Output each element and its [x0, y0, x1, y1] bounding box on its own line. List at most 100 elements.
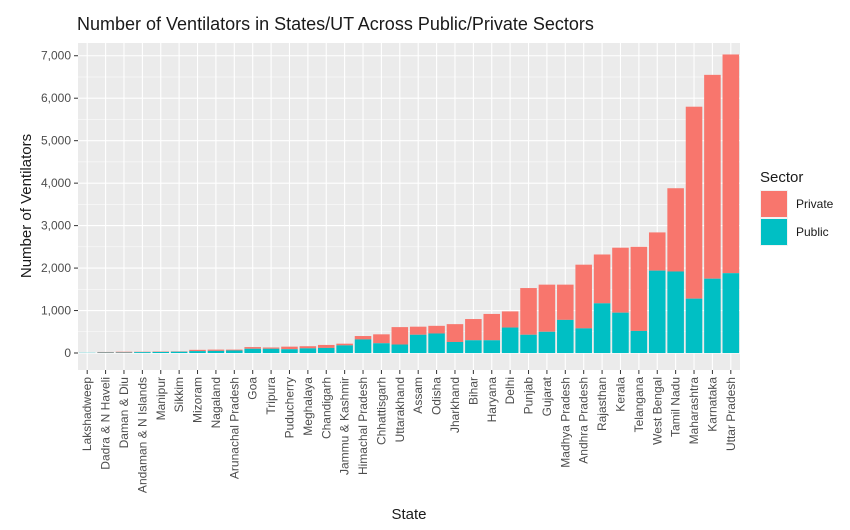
x-tick-label: Telangana [632, 377, 646, 433]
x-tick-label: Himachal Pradesh [356, 377, 370, 475]
x-tick-label: Jharkhand [448, 377, 462, 433]
bar-private [575, 264, 592, 329]
bar-public [612, 312, 629, 354]
bar-private [612, 247, 629, 313]
bar-private [538, 284, 556, 332]
legend: Sector Private Public [760, 169, 834, 246]
legend-swatch-private [761, 191, 787, 217]
bar-public [262, 348, 280, 354]
bar-private [465, 319, 482, 341]
bar-public [704, 278, 721, 354]
bar-private [501, 311, 519, 328]
bar-public [722, 273, 740, 354]
x-tick-label: Uttar Pradesh [724, 377, 738, 451]
y-tick-label: 2,000 [41, 261, 71, 275]
x-tick-label: Lakshadweep [80, 377, 94, 451]
bar-public [336, 345, 353, 354]
x-tick-label: Dadra & N Haveli [99, 377, 113, 470]
bar-private [685, 106, 703, 299]
x-tick-label: Chhattisgarh [374, 377, 388, 445]
bar-public [189, 351, 206, 354]
bar-public [354, 339, 372, 354]
y-tick-label: 1,000 [41, 304, 71, 318]
x-tick-label: Tamil Nadu [669, 377, 683, 437]
bar-public [538, 331, 556, 354]
x-tick-label: West Bengal [650, 377, 664, 445]
bar-private [557, 284, 574, 320]
bar-private [207, 349, 225, 351]
bars [78, 54, 740, 354]
bar-public [557, 319, 574, 354]
bar-public [465, 340, 482, 354]
x-tick-label: Manipur [154, 377, 168, 420]
bar-public [409, 334, 427, 354]
bar-private [593, 254, 611, 304]
x-tick-label: Meghalaya [301, 377, 315, 436]
chart-title: Number of Ventilators in States/UT Acros… [77, 14, 594, 34]
x-tick-label: Nagaland [209, 377, 223, 428]
bar-private [520, 288, 537, 335]
x-tick-label: Gujarat [540, 376, 554, 416]
bar-private [226, 349, 243, 351]
bar-private [428, 325, 445, 334]
x-tick-label: Mizoram [191, 377, 205, 423]
legend-label-private: Private [796, 197, 834, 211]
bar-private [262, 347, 280, 349]
bar-public [667, 271, 684, 354]
bar-public [483, 340, 501, 354]
bar-public [317, 347, 335, 354]
x-tick-label: Sikkim [172, 377, 186, 412]
x-tick-label: Maharashtra [687, 377, 701, 445]
bar-private [299, 346, 317, 349]
bar-public [299, 348, 317, 354]
y-tick-label: 3,000 [41, 219, 71, 233]
y-tick-label: 0 [64, 346, 71, 360]
x-tick-label: Tripura [264, 377, 278, 415]
plot-panel [78, 43, 740, 370]
bar-public [226, 350, 243, 354]
x-tick-label: Uttarakhand [393, 377, 407, 442]
bar-public [207, 350, 225, 354]
x-axis: Lakshadweep Dadra & N Haveli Daman & Diu An… [80, 370, 738, 493]
x-tick-label: Odisha [430, 377, 444, 415]
x-tick-label: Andhra Pradesh [577, 377, 591, 464]
x-tick-label: Bihar [466, 377, 480, 405]
bar-public [630, 330, 648, 354]
bar-private [446, 324, 464, 342]
bar-private [722, 54, 740, 274]
bar-private [244, 347, 261, 349]
bar-public [501, 327, 519, 354]
bar-public [373, 343, 390, 354]
bar-private [704, 74, 721, 279]
bar-private [373, 334, 390, 344]
x-tick-label: Haryana [485, 377, 499, 423]
x-tick-label: Jammu & Kashmir [338, 377, 352, 475]
y-tick-label: 5,000 [41, 134, 71, 148]
y-axis: 0 1,000 2,000 3,000 4,000 5,000 6,000 7,000 [41, 49, 78, 360]
bar-public [575, 328, 592, 354]
bar-public [152, 351, 170, 354]
bar-private [281, 346, 298, 350]
bar-private [189, 349, 206, 352]
bar-private [648, 232, 666, 271]
bar-private [336, 343, 353, 346]
x-tick-label: Punjab [522, 377, 536, 415]
bar-public [244, 348, 261, 354]
bar-private [409, 326, 427, 335]
bar-public [648, 270, 666, 354]
x-axis-title: State [391, 506, 426, 523]
bar-public [685, 298, 703, 354]
bar-private [483, 313, 501, 341]
y-tick-label: 4,000 [41, 176, 71, 190]
legend-swatch-public [761, 219, 787, 245]
x-tick-label: Delhi [503, 377, 517, 404]
x-tick-label: Rajasthan [595, 377, 609, 431]
bar-public [593, 303, 611, 354]
bar-public [520, 334, 537, 354]
bar-public [134, 352, 151, 354]
bar-private [317, 344, 335, 348]
bar-public [391, 344, 409, 354]
x-tick-label: Arunachal Pradesh [227, 377, 241, 479]
bar-public [170, 351, 188, 354]
